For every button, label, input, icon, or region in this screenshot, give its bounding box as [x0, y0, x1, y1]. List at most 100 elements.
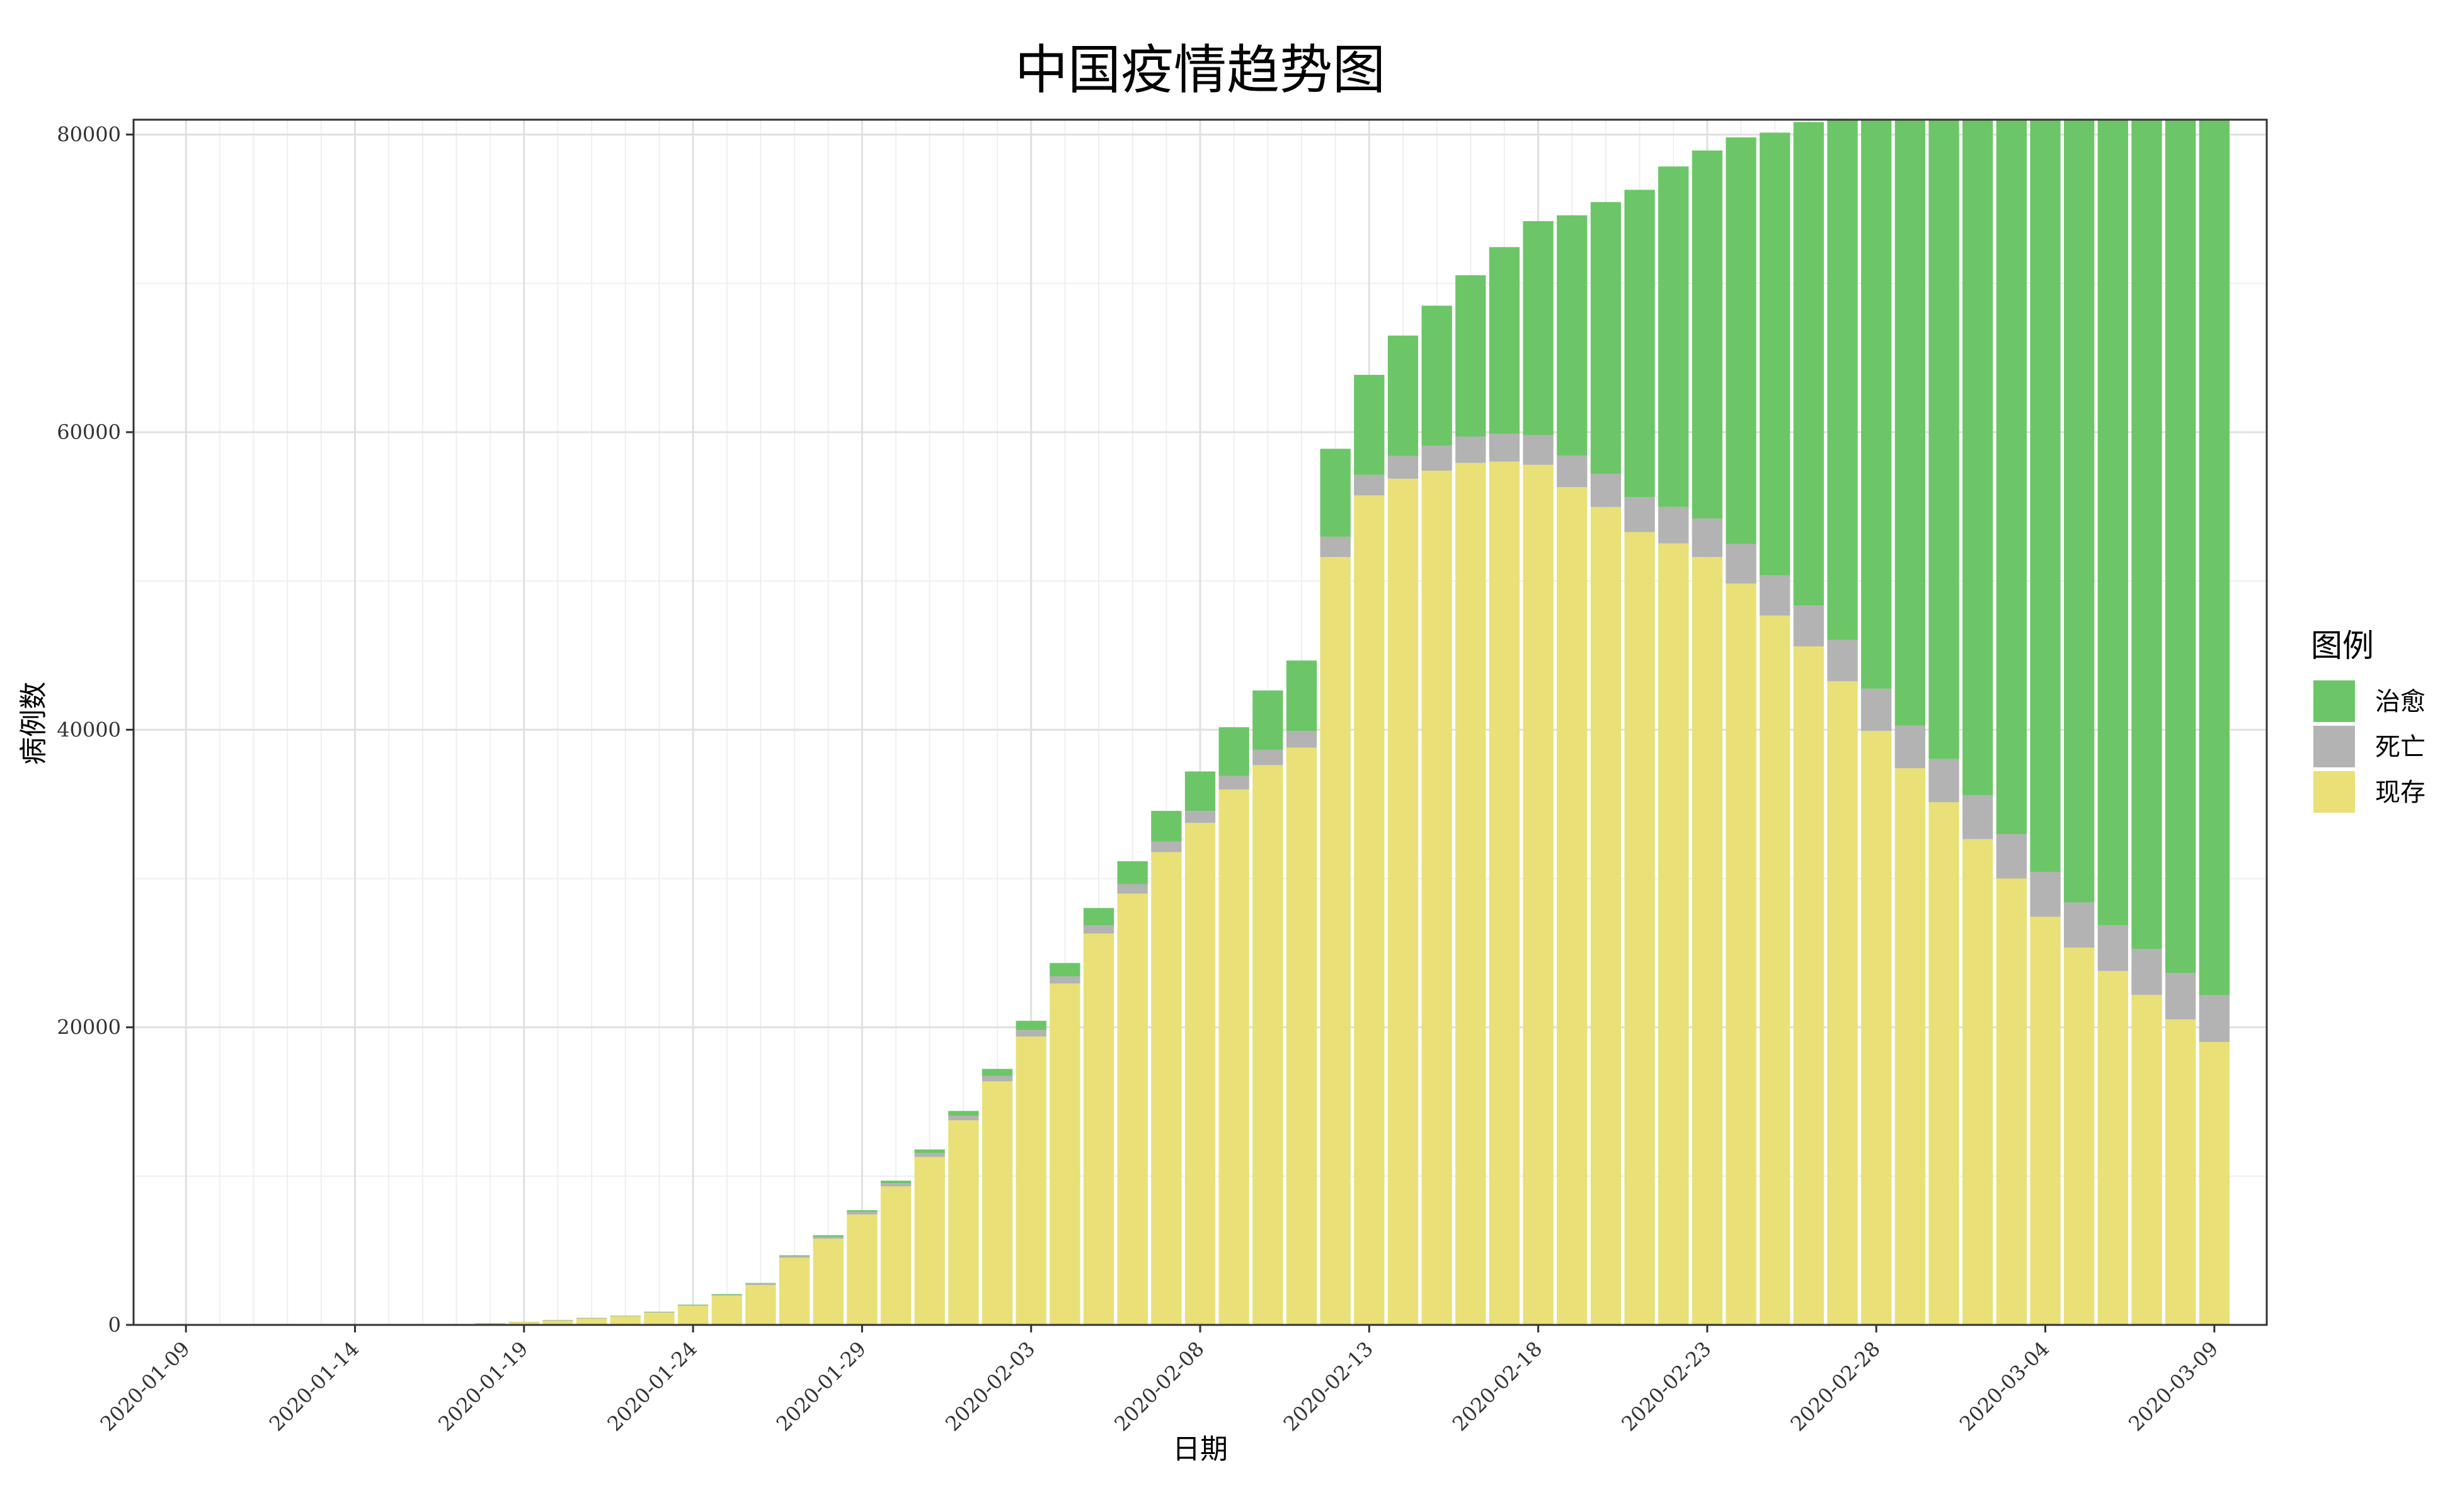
bar-recovered [2199, 120, 2230, 995]
y-tick-label: 80000 [57, 123, 121, 147]
bar-deaths [1151, 841, 1182, 852]
bar-deaths [1016, 1030, 1046, 1037]
bar-active [1016, 1036, 1046, 1325]
bar-recovered [1421, 306, 1452, 446]
legend-label-deaths: 死亡 [2375, 733, 2426, 762]
bar-deaths [2131, 949, 2162, 995]
bar-recovered [1320, 449, 1351, 537]
bar-deaths [1894, 725, 1926, 769]
legend-swatch-active [2313, 771, 2355, 813]
bar-recovered [1151, 811, 1182, 842]
bar-recovered [1218, 727, 1249, 776]
bar-recovered [2064, 120, 2095, 903]
bar-active [2097, 971, 2128, 1325]
bar-deaths [2064, 902, 2095, 948]
bar-deaths [1184, 811, 1216, 823]
bar-deaths [813, 1237, 844, 1239]
bar-recovered [1996, 120, 2027, 834]
bar-recovered [1726, 137, 1756, 544]
bar-deaths [1218, 776, 1249, 790]
bar-active [1421, 470, 1452, 1326]
bar-active [576, 1318, 607, 1325]
bar-recovered [1590, 202, 1622, 474]
chart-title: 中国疫情趋势图 [1015, 39, 1385, 101]
bar-active [1760, 616, 1790, 1325]
bar-active [1489, 461, 1520, 1326]
bar-active [1083, 933, 1114, 1325]
bar-recovered [880, 1181, 912, 1184]
bar-active [2199, 1041, 2230, 1325]
bar-active [880, 1186, 912, 1325]
bar-recovered [914, 1149, 945, 1154]
y-axis-title: 病例数 [18, 682, 50, 765]
bar-deaths [1590, 474, 1622, 507]
bar-recovered [1184, 771, 1216, 811]
bar-deaths [1050, 976, 1080, 984]
legend-label-active: 现存 [2375, 778, 2426, 807]
bar-recovered [610, 1315, 641, 1317]
bar-recovered [1894, 120, 1926, 726]
bar-active [948, 1120, 979, 1325]
bar-recovered [711, 1294, 742, 1295]
bar-active [1455, 462, 1486, 1325]
bar-active [2064, 948, 2095, 1325]
bar-recovered [847, 1210, 878, 1212]
bar-deaths [1624, 497, 1655, 532]
bar-deaths [1827, 639, 1858, 682]
bar-active [1590, 507, 1622, 1325]
bar-deaths [1962, 795, 1993, 839]
bar-recovered [1658, 166, 1689, 507]
bar-active [542, 1320, 573, 1325]
bar-deaths [1455, 436, 1486, 463]
bar-recovered [1962, 120, 1993, 796]
bar-deaths [576, 1318, 607, 1319]
legend-swatch-deaths [2313, 726, 2355, 767]
bar-active [2131, 995, 2162, 1325]
bar-recovered [2030, 120, 2061, 872]
bar-active [1151, 852, 1182, 1325]
bar-active [1387, 478, 1419, 1325]
bar-deaths [779, 1256, 810, 1258]
bar-recovered [2131, 120, 2162, 949]
bar-active [1184, 823, 1216, 1325]
bar-recovered [1861, 120, 1892, 689]
bar-deaths [1286, 731, 1317, 748]
bar-recovered [2097, 120, 2128, 925]
bar-recovered [779, 1255, 810, 1256]
bar-recovered [1793, 122, 1824, 606]
bar-recovered [1827, 120, 1858, 640]
bar-deaths [1354, 474, 1385, 496]
x-axis-title: 日期 [1172, 1433, 1228, 1465]
bar-active [745, 1285, 776, 1325]
y-tick-label: 40000 [57, 718, 121, 742]
bar-deaths [2030, 871, 2061, 917]
bar-deaths [1252, 750, 1283, 765]
bar-active [711, 1295, 742, 1325]
bar-deaths [1726, 544, 1756, 584]
bar-deaths [1117, 884, 1148, 894]
bar-active [1962, 839, 1993, 1325]
bar-recovered [1083, 908, 1114, 925]
bar-recovered [1354, 375, 1385, 475]
bar-recovered [1016, 1021, 1046, 1031]
bar-active [1726, 583, 1756, 1325]
legend: 图例 治愈 死亡 现存 [2311, 627, 2426, 813]
bar-active [1050, 983, 1080, 1325]
bar-active [610, 1316, 641, 1325]
bar-deaths [542, 1320, 573, 1321]
bar-active [677, 1305, 709, 1325]
bar-active [1117, 893, 1148, 1325]
y-tick-label: 0 [108, 1313, 121, 1337]
bar-deaths [948, 1116, 979, 1121]
bar-deaths [1489, 433, 1520, 462]
bar-active [1692, 557, 1723, 1325]
bar-recovered [576, 1317, 607, 1319]
bars [171, 120, 2230, 1326]
bar-active [1658, 543, 1689, 1325]
bar-active [1523, 464, 1554, 1325]
bar-active [1793, 646, 1824, 1325]
bar-recovered [813, 1235, 844, 1237]
bar-recovered [1252, 690, 1283, 750]
bar-active [1996, 878, 2027, 1325]
bar-deaths [1523, 435, 1554, 465]
